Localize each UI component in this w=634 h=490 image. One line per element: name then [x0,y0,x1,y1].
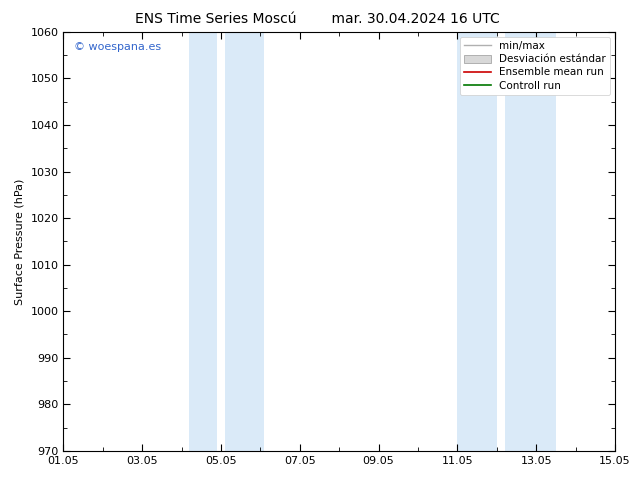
Text: ENS Time Series Moscú        mar. 30.04.2024 16 UTC: ENS Time Series Moscú mar. 30.04.2024 16… [134,12,500,26]
Legend: min/max, Desviación estándar, Ensemble mean run, Controll run: min/max, Desviación estándar, Ensemble m… [460,37,610,95]
Bar [225,32,264,451]
Bar [190,32,217,451]
Text: © woespana.es: © woespana.es [74,42,162,52]
Y-axis label: Surface Pressure (hPa): Surface Pressure (hPa) [15,178,25,304]
Bar [457,32,497,451]
Bar [505,32,556,451]
